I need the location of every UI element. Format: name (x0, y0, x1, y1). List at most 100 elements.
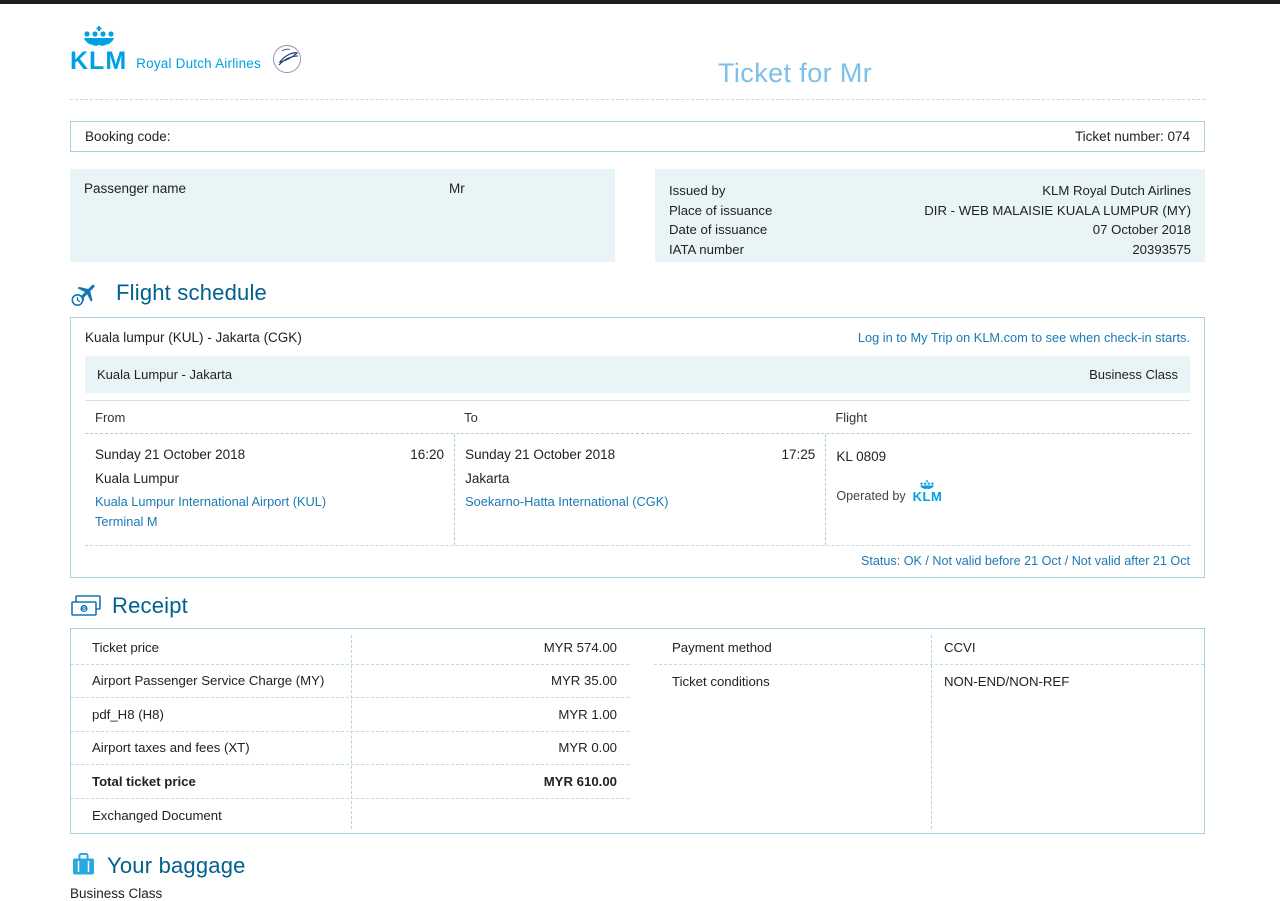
ticket-conditions-row: Ticket conditions NON-END/NON-REF (654, 665, 1204, 699)
receipt-row: Exchanged Document (71, 799, 629, 833)
receipt-charges: Ticket price MYR 574.00 Airport Passenge… (71, 631, 629, 833)
klm-logo-subtitle: Royal Dutch Airlines (136, 56, 261, 71)
flight-schedule-box: Kuala lumpur (KUL) - Jakarta (CGK) Log i… (70, 317, 1205, 578)
document-header: KLM Royal Dutch Airlines Ticket for Mr (70, 4, 1205, 100)
date-of-issuance-label: Date of issuance (669, 222, 768, 238)
issuance-box: Issued by KLM Royal Dutch Airlines Place… (655, 169, 1205, 262)
receipt-row: Ticket price MYR 574.00 (71, 631, 629, 665)
operated-by: Operated by (836, 480, 1180, 503)
passenger-name-label: Passenger name (84, 181, 187, 196)
passenger-box: Passenger name Mr (70, 169, 615, 262)
passenger-name-value: Mr (449, 181, 465, 196)
total-ticket-price-label: Total ticket price (92, 773, 196, 789)
flight-schedule-heading: Flight schedule (70, 277, 1205, 308)
place-of-issuance-row: Place of issuance DIR - WEB MALAISIE KUA… (669, 201, 1191, 221)
receipt-row: Airport taxes and fees (XT) MYR 0.00 (71, 732, 629, 765)
flight-schedule-title: Flight schedule (116, 279, 267, 305)
leg-title: Kuala Lumpur - Jakarta (97, 367, 233, 382)
airport-taxes-label: Airport taxes and fees (XT) (92, 740, 250, 756)
receipt-total-row: Total ticket price MYR 610.00 (71, 765, 629, 799)
date-of-issuance-row: Date of issuance 07 October 2018 (669, 220, 1191, 240)
from-date-time: Sunday 21 October 2018 16:20 (95, 447, 444, 462)
to-column-header: To (464, 410, 478, 425)
total-ticket-price-value: MYR 610.00 (543, 773, 617, 789)
baggage-heading: Your baggage (70, 852, 1205, 879)
klm-mini-logo: KLM (913, 480, 943, 503)
place-of-issuance-label: Place of issuance (669, 202, 773, 218)
page-title: Ticket for Mr (718, 58, 873, 88)
from-column-header: From (95, 410, 126, 425)
booking-code-label: Booking code: (85, 129, 171, 144)
klm-crown-wordmark: KLM (70, 26, 127, 74)
klm-mini-crown-icon (920, 480, 935, 490)
pdf-h8-value: MYR 1.00 (558, 706, 617, 722)
receipt-title: Receipt (112, 593, 188, 618)
receipt-row: pdf_H8 (H8) MYR 1.00 (71, 698, 629, 732)
ticket-number: Ticket number: 074 (1074, 129, 1190, 144)
route-title: Kuala lumpur (KUL) - Jakarta (CGK) (85, 330, 302, 345)
leg-row: Kuala Lumpur - Jakarta Business Class (85, 356, 1190, 393)
ticket-conditions-value: NON-END/NON-REF (944, 673, 1070, 689)
klm-crown-icon (83, 26, 114, 48)
payment-method-value: CCVI (944, 639, 976, 655)
top-window-bar (0, 0, 1280, 4)
from-date: Sunday 21 October 2018 (95, 447, 246, 462)
ticket-status: Status: OK / Not valid before 21 Oct / N… (861, 554, 1190, 568)
date-of-issuance-value: 07 October 2018 (1092, 222, 1191, 238)
flight-number: KL 0809 (836, 449, 887, 464)
status-separator: Status: OK / Not valid before 21 Oct / N… (85, 545, 1190, 577)
payment-method-label: Payment method (672, 639, 772, 655)
flight-cell: KL 0809 Operated by (825, 434, 1190, 545)
operator-name: KLM (912, 489, 943, 504)
iata-number-row: IATA number 20393575 (669, 240, 1191, 260)
flight-schedule-icon (71, 284, 95, 306)
baggage-icon (73, 853, 94, 875)
from-airport-link[interactable]: Kuala Lumpur International Airport (KUL) (95, 494, 327, 509)
svg-text:$: $ (82, 606, 86, 613)
receipt-box: Ticket price MYR 574.00 Airport Passenge… (70, 628, 1205, 834)
iata-number-label: IATA number (669, 241, 745, 257)
service-charge-value: MYR 35.00 (551, 673, 617, 689)
ticket-price-value: MYR 574.00 (543, 639, 617, 655)
receipt-payment: Payment method CCVI Ticket conditions NO… (654, 631, 1204, 833)
place-of-issuance-value: DIR - WEB MALAISIE KUALA LUMPUR (MY) (924, 202, 1191, 218)
to-time: 17:25 (781, 447, 816, 462)
receipt-heading: $ Receipt (70, 593, 1205, 619)
skyteam-logo-icon (272, 44, 302, 74)
schedule-table-row: Sunday 21 October 2018 16:20 Kuala Lumpu… (85, 434, 1190, 545)
operated-by-label: Operated by (836, 489, 906, 503)
to-airport-link[interactable]: Soekarno-Hatta International (CGK) (465, 494, 669, 509)
checkin-link[interactable]: Log in to My Trip on KLM.com to see when… (857, 330, 1190, 345)
baggage-cabin-class: Business Class (70, 886, 163, 901)
klm-logo-text: KLM (70, 47, 128, 75)
service-charge-label: Airport Passenger Service Charge (MY) (92, 673, 325, 689)
from-time: 16:20 (410, 447, 445, 462)
issued-by-value: KLM Royal Dutch Airlines (1042, 183, 1191, 198)
to-date-time: Sunday 21 October 2018 17:25 (465, 447, 815, 462)
schedule-table: From To Flight Sunday 21 October 2018 16… (85, 400, 1190, 545)
baggage-title: Your baggage (107, 852, 246, 878)
klm-logo: KLM Royal Dutch Airlines (70, 26, 302, 74)
to-date: Sunday 21 October 2018 (465, 447, 616, 462)
receipt-row: Airport Passenger Service Charge (MY) MY… (71, 665, 629, 698)
issued-by-row: Issued by KLM Royal Dutch Airlines (669, 181, 1191, 201)
from-terminal-link[interactable]: Terminal M (95, 514, 158, 529)
ticket-document: KLM Royal Dutch Airlines Ticket for Mr B… (0, 4, 1280, 901)
pdf-h8-label: pdf_H8 (H8) (92, 706, 164, 722)
issued-by-label: Issued by (669, 183, 726, 198)
to-city: Jakarta (465, 471, 510, 486)
flight-column-header: Flight (835, 410, 868, 425)
route-row: Kuala lumpur (KUL) - Jakarta (CGK) Log i… (71, 318, 1204, 356)
payment-method-row: Payment method CCVI (654, 631, 1204, 665)
booking-bar: Booking code: Ticket number: 074 (70, 121, 1205, 152)
info-row: Passenger name Mr Issued by KLM Royal Du… (70, 169, 1205, 262)
from-city: Kuala Lumpur (95, 471, 180, 486)
to-cell: Sunday 21 October 2018 17:25 Jakarta Soe… (454, 434, 825, 545)
cabin-class-label: Business Class (1089, 367, 1178, 382)
receipt-icon: $ (71, 595, 101, 616)
ticket-price-label: Ticket price (92, 639, 159, 655)
from-cell: Sunday 21 October 2018 16:20 Kuala Lumpu… (85, 434, 454, 545)
exchanged-document-label: Exchanged Document (92, 807, 222, 823)
schedule-table-header: From To Flight (85, 401, 1190, 434)
airport-taxes-value: MYR 0.00 (558, 740, 617, 756)
